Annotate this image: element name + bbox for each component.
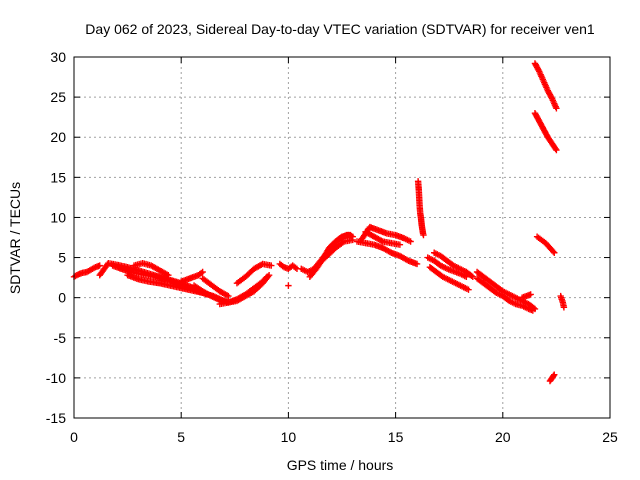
y-tick-label: 5 bbox=[58, 250, 66, 266]
data-point bbox=[225, 292, 232, 300]
chart-title: Day 062 of 2023, Sidereal Day-to-day VTE… bbox=[85, 21, 595, 37]
data-marks bbox=[70, 60, 568, 385]
data-point bbox=[407, 238, 414, 245]
data-point bbox=[548, 94, 555, 101]
data-point bbox=[268, 262, 275, 269]
data-point bbox=[263, 273, 271, 281]
data-point bbox=[198, 269, 205, 277]
data-point bbox=[551, 371, 558, 378]
data-point bbox=[223, 292, 231, 299]
data-point bbox=[403, 256, 411, 264]
y-tick-label: -5 bbox=[54, 330, 67, 346]
y-tick-label: 25 bbox=[50, 89, 66, 105]
y-tick-label: 10 bbox=[50, 209, 66, 225]
x-tick-label: 15 bbox=[388, 429, 404, 445]
data-point bbox=[468, 272, 475, 280]
x-tick-label: 5 bbox=[177, 429, 185, 445]
data-point bbox=[339, 239, 346, 246]
data-point bbox=[378, 237, 385, 244]
x-tick-label: 20 bbox=[495, 429, 511, 445]
y-tick-label: 0 bbox=[58, 290, 66, 306]
data-point bbox=[292, 264, 299, 271]
x-tick-label: 0 bbox=[70, 429, 78, 445]
data-point bbox=[535, 66, 542, 74]
axis-ticks: 0 5 10 15 20 25 -15 -10 -5 0 5 10 15 20 25 30 bbox=[46, 49, 618, 445]
x-axis-label: GPS time / hours bbox=[287, 457, 394, 473]
data-point bbox=[549, 248, 557, 255]
data-point bbox=[560, 304, 568, 311]
plot-frame bbox=[73, 56, 611, 419]
data-point bbox=[465, 286, 472, 293]
data-point bbox=[469, 273, 476, 281]
data-point bbox=[199, 268, 206, 276]
data-point bbox=[386, 248, 394, 256]
x-tick-label: 10 bbox=[281, 429, 297, 445]
y-tick-label: 15 bbox=[50, 169, 66, 185]
data-point bbox=[349, 236, 356, 244]
x-tick-label: 25 bbox=[602, 429, 618, 445]
y-tick-label: -15 bbox=[46, 410, 66, 426]
data-point bbox=[96, 262, 103, 269]
data-point bbox=[529, 307, 537, 314]
data-point bbox=[285, 282, 292, 289]
data-point bbox=[552, 145, 559, 152]
data-point bbox=[163, 271, 171, 278]
data-point bbox=[165, 272, 172, 279]
data-point bbox=[413, 260, 421, 268]
data-point bbox=[90, 264, 98, 272]
data-point bbox=[420, 231, 427, 239]
data-point bbox=[551, 249, 558, 256]
data-point bbox=[73, 272, 81, 279]
data-point bbox=[337, 234, 344, 241]
data-point bbox=[396, 241, 404, 248]
data-point bbox=[527, 291, 534, 298]
data-point bbox=[262, 274, 270, 282]
y-tick-label: 20 bbox=[50, 129, 66, 145]
y-tick-label: -10 bbox=[46, 370, 66, 386]
y-tick-label: 30 bbox=[50, 49, 66, 65]
data-point bbox=[550, 372, 557, 379]
y-axis-label: SDTVAR / TECUs bbox=[7, 182, 23, 294]
data-point bbox=[553, 146, 560, 154]
data-point bbox=[553, 105, 560, 112]
